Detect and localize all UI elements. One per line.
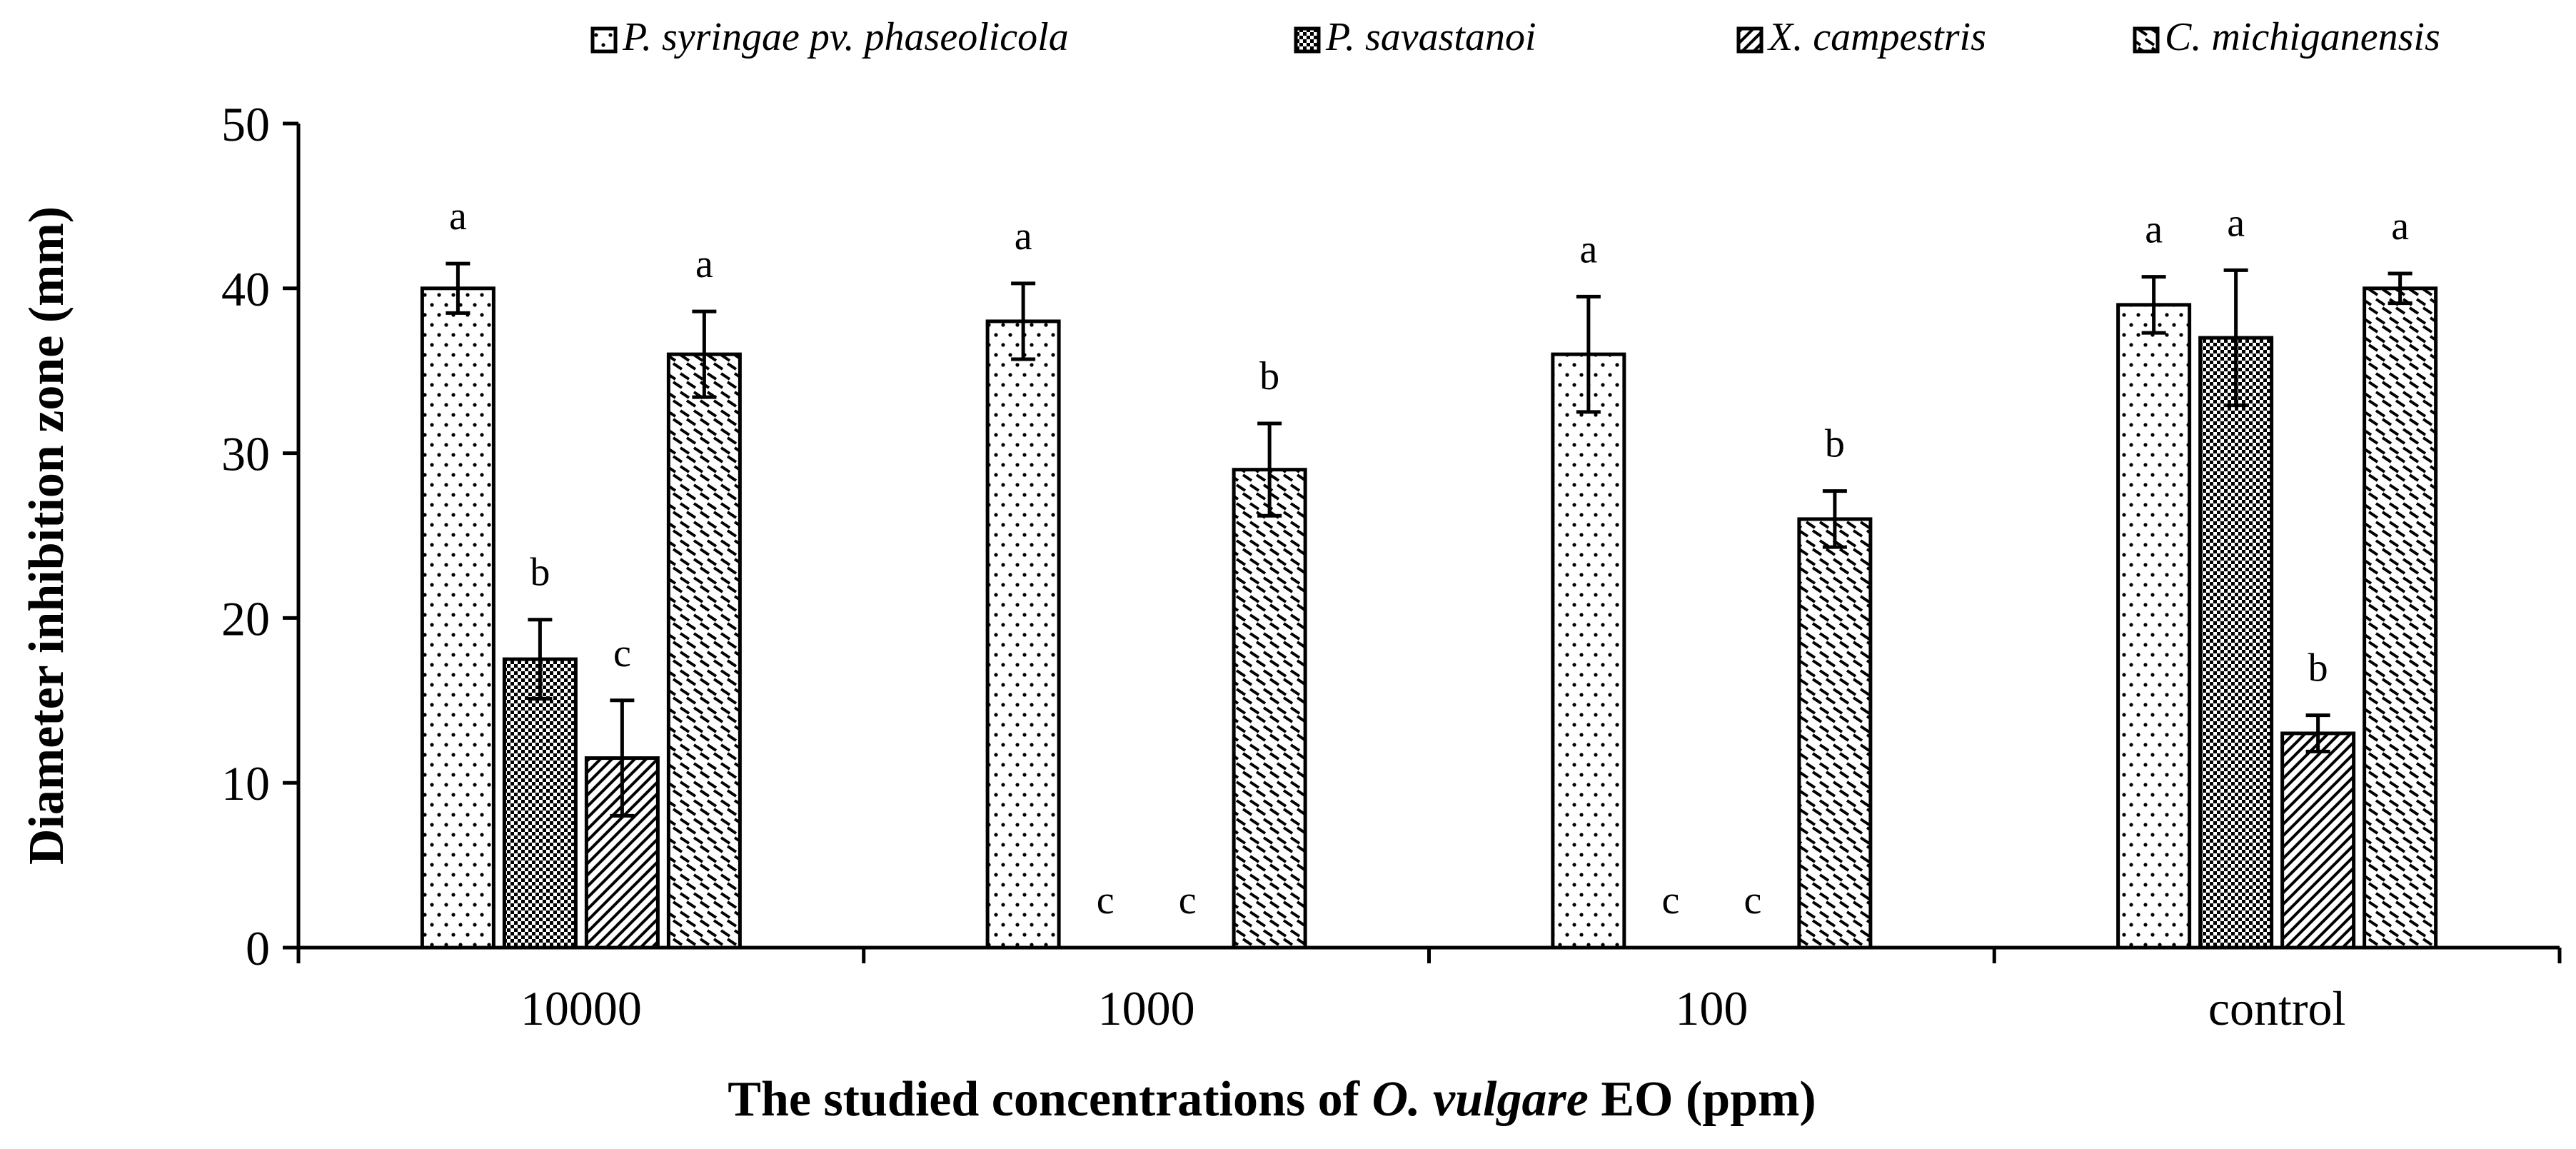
significance-letter: c [1744,878,1761,923]
significance-letter: c [1661,878,1679,923]
significance-letter: b [1259,354,1279,398]
y-tick-label: 40 [221,262,270,316]
x-category-label: 100 [1675,981,1748,1035]
significance-letter: a [1015,214,1032,259]
legend-label: P. savastanoi [1325,15,1536,59]
x-category-label: 1000 [1098,981,1195,1035]
x-category-label: control [2208,981,2346,1035]
significance-letter: a [2391,204,2409,249]
legend-swatch [2133,26,2160,54]
bar [985,319,1061,950]
legend-swatch [1736,26,1764,54]
significance-letter: c [1097,878,1115,923]
legend-item: P. savastanoi [1294,15,1536,59]
bar [2198,336,2274,950]
significance-letter: a [2227,201,2245,245]
bar [2280,731,2356,950]
legend-item: P. syringae pv. phaseolicola [590,15,1069,59]
y-tick-label: 0 [246,921,270,975]
bars [420,261,2438,950]
significance-letter: a [1579,227,1597,271]
y-axis-title: Diameter inhibition zone (mm) [19,206,74,865]
legend-label: P. syringae pv. phaseolicola [622,15,1069,59]
x-category-label: 10000 [520,981,642,1035]
x-axis-title-part: The studied concentrations of [728,1072,1372,1127]
significance-letter: c [1179,878,1197,923]
bar [420,286,495,950]
significance-letter: b [2308,646,2328,691]
bar [1551,352,1626,950]
bar [2116,303,2192,950]
legend-swatch [590,26,618,54]
bar [502,657,578,950]
legend-item: C. michiganensis [2133,15,2440,59]
significance-letter: c [613,631,631,676]
y-tick-label: 20 [221,591,270,646]
legend: P. syringae pv. phaseolicola P. savastano… [590,15,2440,59]
bar [1232,468,1307,950]
significance-letter: a [695,242,713,286]
y-tick-label: 30 [221,427,270,481]
labels: a a a a b c c a c c c b a b b a Diameter inhibition zone… [19,194,2409,1127]
significance-letter: b [530,551,550,595]
bar [2363,286,2438,950]
bar [666,352,742,950]
legend-label: X. campestris [1767,15,1986,59]
significance-letter: b [1825,422,1845,466]
y-tick-label: 10 [221,756,270,811]
legend-item: X. campestris [1736,15,1986,59]
legend-swatch [1294,26,1321,54]
x-axis-title: The studied concentrations of O. vulgare… [728,1072,1816,1127]
y-tick-label: 50 [221,97,270,151]
legend-label: C. michiganensis [2165,15,2440,59]
x-axis-title-part: EO (ppm) [1589,1072,1816,1127]
significance-letter: a [2145,208,2163,252]
x-axis-title-part: O. vulgare [1372,1072,1589,1127]
bar [1797,517,1873,950]
significance-letter: a [449,194,467,239]
